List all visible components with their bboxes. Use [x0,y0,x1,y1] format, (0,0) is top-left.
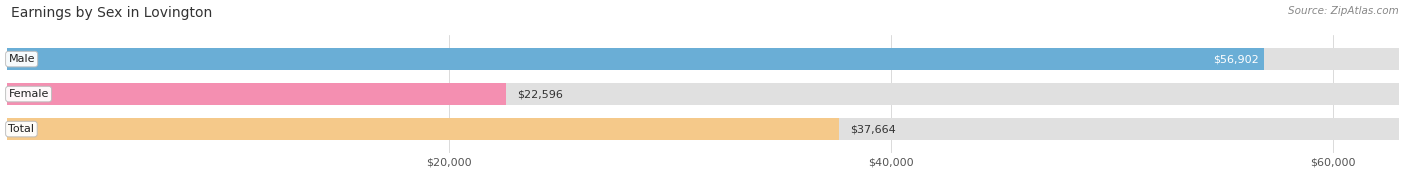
Text: $56,902: $56,902 [1213,54,1258,64]
Bar [7,83,1399,105]
Bar [7,118,1399,140]
Text: Source: ZipAtlas.com: Source: ZipAtlas.com [1288,6,1399,16]
Bar [7,83,506,105]
Bar [7,48,1264,70]
Text: Male: Male [8,54,35,64]
Text: $37,664: $37,664 [851,124,896,134]
Text: Earnings by Sex in Lovington: Earnings by Sex in Lovington [11,6,212,20]
Bar [7,48,1399,70]
Text: Female: Female [8,89,49,99]
Text: $22,596: $22,596 [517,89,564,99]
Text: Total: Total [8,124,34,134]
Bar [7,118,839,140]
